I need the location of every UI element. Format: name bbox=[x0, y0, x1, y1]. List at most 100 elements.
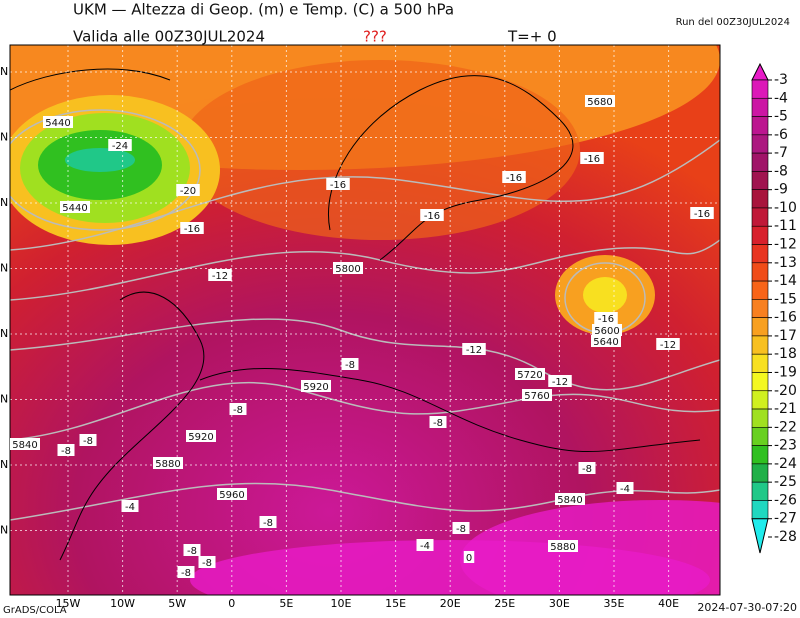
colorbar-label: -15 bbox=[774, 291, 797, 307]
contour-label-bg bbox=[153, 457, 183, 469]
contour-label-bg bbox=[690, 207, 714, 219]
colorbar-label: -3 bbox=[774, 72, 788, 88]
contour-label: -8 bbox=[181, 568, 191, 579]
contour-label-bg bbox=[462, 343, 486, 355]
colorbar-box bbox=[751, 189, 769, 209]
software: GrADS/COLA bbox=[3, 605, 67, 616]
contour-label: 5600 bbox=[594, 326, 619, 337]
colorbar-arrow bbox=[751, 518, 769, 554]
contour-label: 5920 bbox=[188, 432, 213, 443]
colorbar-box bbox=[751, 207, 769, 227]
contour-label-bg bbox=[416, 539, 434, 551]
colorbar-box bbox=[751, 463, 769, 483]
lon-label: 10E bbox=[331, 597, 352, 610]
contour-label-bg bbox=[548, 540, 578, 552]
contour-label: 5720 bbox=[517, 370, 542, 381]
valid-time: Valida alle 00Z30JUL2024 bbox=[73, 28, 265, 46]
contour-label: -16 bbox=[694, 209, 710, 220]
colorbar-label: -28 bbox=[774, 529, 797, 545]
contour-label-bg bbox=[591, 335, 621, 347]
colorbar-box bbox=[751, 353, 769, 373]
colorbar-box bbox=[751, 335, 769, 355]
colorbar-box bbox=[751, 171, 769, 190]
colorbar-box bbox=[751, 244, 769, 264]
contour-label-bg bbox=[463, 551, 475, 563]
colorbar-box bbox=[751, 225, 769, 245]
contour-label: 5800 bbox=[335, 264, 360, 275]
contour-label: -12 bbox=[660, 340, 676, 351]
contour-label-bg bbox=[198, 556, 216, 568]
colorbar-label: -23 bbox=[774, 438, 797, 454]
lon-label: 15W bbox=[56, 597, 81, 610]
contour-label: 5680 bbox=[587, 97, 612, 108]
contour-label-bg bbox=[217, 488, 247, 500]
colorbar-box bbox=[751, 445, 769, 465]
contour-label-bg bbox=[452, 522, 470, 534]
contour-label: 5840 bbox=[12, 440, 37, 451]
contour-label-bg bbox=[176, 184, 200, 196]
contour-label: -16 bbox=[424, 211, 440, 222]
colorbar-box bbox=[751, 390, 769, 410]
colorbar-box bbox=[751, 97, 769, 117]
timestamp: 2024-07-30-07:20 bbox=[697, 601, 797, 614]
contour-label: -4 bbox=[620, 484, 630, 495]
colorbar-label: -14 bbox=[774, 273, 797, 289]
colorbar-box bbox=[751, 481, 769, 501]
contour-label-bg bbox=[592, 324, 622, 336]
contour-label: 5440 bbox=[62, 203, 87, 214]
contour-label: 5840 bbox=[557, 495, 582, 506]
colorbar-label: -24 bbox=[774, 456, 797, 472]
flag: ??? bbox=[363, 28, 387, 46]
contour-label-bg bbox=[79, 434, 97, 446]
contour-label: 5880 bbox=[550, 542, 575, 553]
lon-label: 5W bbox=[168, 597, 186, 610]
lon-label: 15E bbox=[385, 597, 406, 610]
map-frame bbox=[9, 44, 721, 596]
lon-label: 0 bbox=[228, 597, 235, 610]
contour-label-bg bbox=[616, 482, 634, 494]
colorbar-label: -10 bbox=[774, 200, 797, 216]
lat-label: N bbox=[0, 327, 8, 340]
colorbar-box bbox=[751, 299, 769, 318]
colorbar-label: -9 bbox=[774, 182, 788, 198]
colorbar-label: -26 bbox=[774, 492, 797, 508]
lon-label: 5E bbox=[279, 597, 293, 610]
contour-label-bg bbox=[502, 171, 526, 183]
colorbar-box bbox=[751, 134, 769, 154]
colorbar-box bbox=[751, 500, 769, 520]
contour-label-bg bbox=[326, 178, 350, 190]
contour-label-bg bbox=[585, 95, 615, 107]
contour-label: 5640 bbox=[593, 337, 618, 348]
colorbar-box bbox=[751, 427, 769, 446]
colorbar-label: -25 bbox=[774, 474, 797, 490]
contour-label: -20 bbox=[180, 186, 196, 197]
contour-label-bg bbox=[333, 262, 363, 274]
colorbar-label: -18 bbox=[774, 346, 797, 362]
lon-label: 40E bbox=[658, 597, 679, 610]
lat-label: N bbox=[0, 196, 8, 209]
contour-label-bg bbox=[429, 416, 447, 428]
title: UKM — Altezza di Geop. (m) e Temp. (C) a… bbox=[73, 1, 454, 19]
colorbar-label: -7 bbox=[774, 145, 788, 161]
colorbar-box bbox=[751, 372, 769, 392]
contour-label: -8 bbox=[61, 446, 71, 457]
colorbar-box bbox=[751, 280, 769, 300]
colorbar-label: -19 bbox=[774, 364, 797, 380]
lat-label: N bbox=[0, 524, 8, 537]
contour-label-bg bbox=[578, 462, 596, 474]
contour-label: -8 bbox=[433, 418, 443, 429]
colorbar-label: -11 bbox=[774, 218, 797, 234]
contour-label: -12 bbox=[466, 345, 482, 356]
colorbar-label: -27 bbox=[774, 511, 797, 527]
contour-label-bg bbox=[10, 438, 40, 450]
contour-label-bg bbox=[515, 368, 545, 380]
lon-label: 35E bbox=[604, 597, 625, 610]
contour-label-bg bbox=[259, 516, 277, 528]
contour-label: 5920 bbox=[303, 382, 328, 393]
contour-label: -8 bbox=[202, 558, 212, 569]
lat-label: N bbox=[0, 262, 8, 275]
contour-label: -8 bbox=[345, 360, 355, 371]
forecast-step: T=+ 0 bbox=[507, 28, 557, 46]
contour-label-bg bbox=[180, 222, 204, 234]
